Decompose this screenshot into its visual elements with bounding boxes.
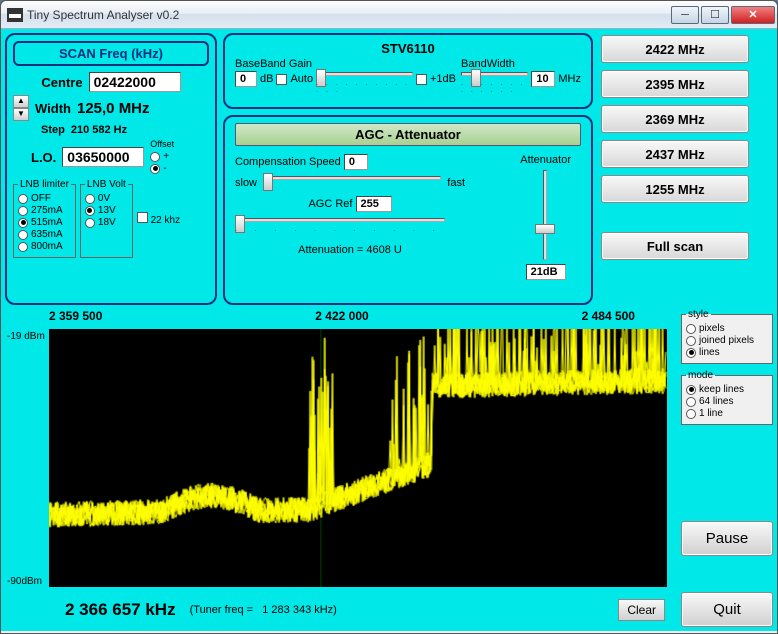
style-option[interactable]: pixels — [686, 323, 768, 334]
agc-ref-label: AGC Ref — [308, 198, 352, 210]
lnb-limiter-option[interactable]: 275mA — [18, 205, 71, 216]
freq-left: 2 359 500 — [49, 309, 102, 323]
mode-option[interactable]: 1 line — [686, 408, 768, 419]
mode-group: mode keep lines64 lines1 line — [681, 370, 773, 425]
lnb-volt-option[interactable]: 0V — [85, 193, 128, 204]
agc-ref-slider[interactable]: . . . . . . . . . . . — [235, 216, 445, 234]
offset-plus-radio[interactable]: + — [150, 151, 174, 162]
freq-center: 2 422 000 — [315, 309, 368, 323]
offset-minus-radio[interactable]: - — [150, 163, 174, 174]
centre-input[interactable] — [89, 72, 181, 92]
spectrum-row: 2 359 500 2 422 000 2 484 500 -19 dBm -9… — [5, 309, 773, 627]
lo-input[interactable] — [62, 147, 144, 167]
quit-button[interactable]: Quit — [681, 592, 773, 627]
bandwidth-slider[interactable]: . . . . . . . . . . . . . — [461, 70, 528, 88]
22khz-checkbox[interactable] — [137, 212, 148, 223]
lnb-limiter-option[interactable]: 635mA — [18, 229, 71, 240]
preset-button[interactable]: 1255 MHz — [601, 175, 749, 203]
lnb-volt-option[interactable]: 13V — [85, 205, 128, 216]
minimize-button[interactable]: ─ — [671, 6, 699, 24]
top-row: SCAN Freq (kHz) Centre ▲ ▼ Width 125,0 M… — [5, 33, 773, 305]
lnb-volt-group: LNB Volt 0V13V18V — [80, 179, 133, 258]
preset-button[interactable]: 2369 MHz — [601, 105, 749, 133]
step-label: Step — [41, 124, 65, 136]
spectrum-display[interactable] — [49, 329, 667, 587]
baseband-slider[interactable]: . . . . . . . . . . . . . — [316, 70, 413, 88]
preset-button[interactable]: 2395 MHz — [601, 70, 749, 98]
centre-label: Centre — [41, 75, 82, 90]
spectrum-side: style pixelsjoined pixelslines mode keep… — [681, 309, 773, 627]
lnb-limiter-option[interactable]: OFF — [18, 193, 71, 204]
bandwidth-label: BandWidth — [461, 58, 515, 70]
mode-option[interactable]: 64 lines — [686, 396, 768, 407]
plus1db-checkbox[interactable] — [416, 74, 427, 85]
agc-ref-input[interactable] — [356, 196, 392, 212]
lnb-limiter-option[interactable]: 800mA — [18, 241, 71, 252]
pause-button[interactable]: Pause — [681, 521, 773, 556]
width-up-button[interactable]: ▲ — [13, 95, 29, 108]
window-title: Tiny Spectrum Analyser v0.2 — [27, 8, 671, 22]
attenuator-db-input[interactable] — [526, 264, 566, 280]
style-option[interactable]: joined pixels — [686, 335, 768, 346]
app-icon — [7, 8, 23, 22]
lnb-volt-legend: LNB Volt — [85, 179, 128, 190]
app-window: Tiny Spectrum Analyser v0.2 ─ ☐ ✕ SCAN F… — [0, 0, 778, 634]
22khz-label: 22 khz — [151, 215, 180, 226]
style-group: style pixelsjoined pixelslines — [681, 309, 773, 364]
preset-button[interactable]: 2437 MHz — [601, 140, 749, 168]
mode-option[interactable]: keep lines — [686, 384, 768, 395]
preset-column: 2422 MHz 2395 MHz 2369 MHz 2437 MHz 1255 MHz… — [599, 33, 751, 305]
baseband-input[interactable] — [235, 71, 257, 87]
lnb-limiter-legend: LNB limiter — [18, 179, 71, 190]
clear-button[interactable]: Clear — [618, 599, 665, 621]
comp-speed-input[interactable] — [344, 154, 368, 170]
agc-title: AGC - Attenuator — [235, 123, 581, 146]
scan-panel: SCAN Freq (kHz) Centre ▲ ▼ Width 125,0 M… — [5, 33, 217, 305]
attenuation-label: Attenuation = — [298, 244, 363, 256]
window-buttons: ─ ☐ ✕ — [671, 6, 775, 24]
lnb-limiter-group: LNB limiter OFF275mA515mA635mA800mA — [13, 179, 76, 258]
agc-panel: AGC - Attenuator Compensation Speed slow… — [223, 115, 593, 305]
offset-label: Offset — [150, 139, 174, 149]
baseband-label: BaseBand Gain — [235, 58, 312, 70]
width-down-button[interactable]: ▼ — [13, 108, 29, 121]
lo-label: L.O. — [31, 150, 56, 165]
auto-checkbox[interactable] — [276, 74, 287, 85]
bottom-dbm: -90dBm — [7, 576, 42, 587]
top-dbm: -19 dBm — [7, 331, 45, 342]
close-button[interactable]: ✕ — [731, 6, 775, 24]
freq-right: 2 484 500 — [582, 309, 635, 323]
tuner-freq: 1 283 343 kHz) — [262, 604, 337, 616]
width-value: 125,0 MHz — [77, 100, 150, 117]
scan-title: SCAN Freq (kHz) — [13, 41, 209, 66]
width-label: Width — [35, 101, 71, 116]
style-option[interactable]: lines — [686, 347, 768, 358]
client-area: SCAN Freq (kHz) Centre ▲ ▼ Width 125,0 M… — [1, 29, 777, 631]
attenuator-slider[interactable] — [535, 170, 557, 260]
stv-panel: STV6110 BaseBand Gain dB Auto — [223, 33, 593, 109]
maximize-button[interactable]: ☐ — [701, 6, 729, 24]
titlebar[interactable]: Tiny Spectrum Analyser v0.2 ─ ☐ ✕ — [1, 1, 777, 29]
full-scan-button[interactable]: Full scan — [601, 232, 749, 260]
middle-column: STV6110 BaseBand Gain dB Auto — [223, 33, 593, 305]
chip-label: STV6110 — [235, 41, 581, 56]
lnb-limiter-option[interactable]: 515mA — [18, 217, 71, 228]
attenuator-label: Attenuator — [520, 154, 571, 166]
attenuation-value: 4608 U — [366, 244, 401, 256]
preset-button[interactable]: 2422 MHz — [601, 35, 749, 63]
comp-speed-slider[interactable] — [263, 174, 441, 192]
bandwidth-input[interactable] — [531, 71, 555, 87]
lnb-volt-option[interactable]: 18V — [85, 217, 128, 228]
comp-speed-label: Compensation Speed — [235, 156, 341, 168]
cursor-freq: 2 366 657 kHz — [65, 600, 176, 620]
spectrum-panel: 2 359 500 2 422 000 2 484 500 -19 dBm -9… — [5, 309, 675, 627]
step-value: 210 582 Hz — [71, 124, 127, 136]
